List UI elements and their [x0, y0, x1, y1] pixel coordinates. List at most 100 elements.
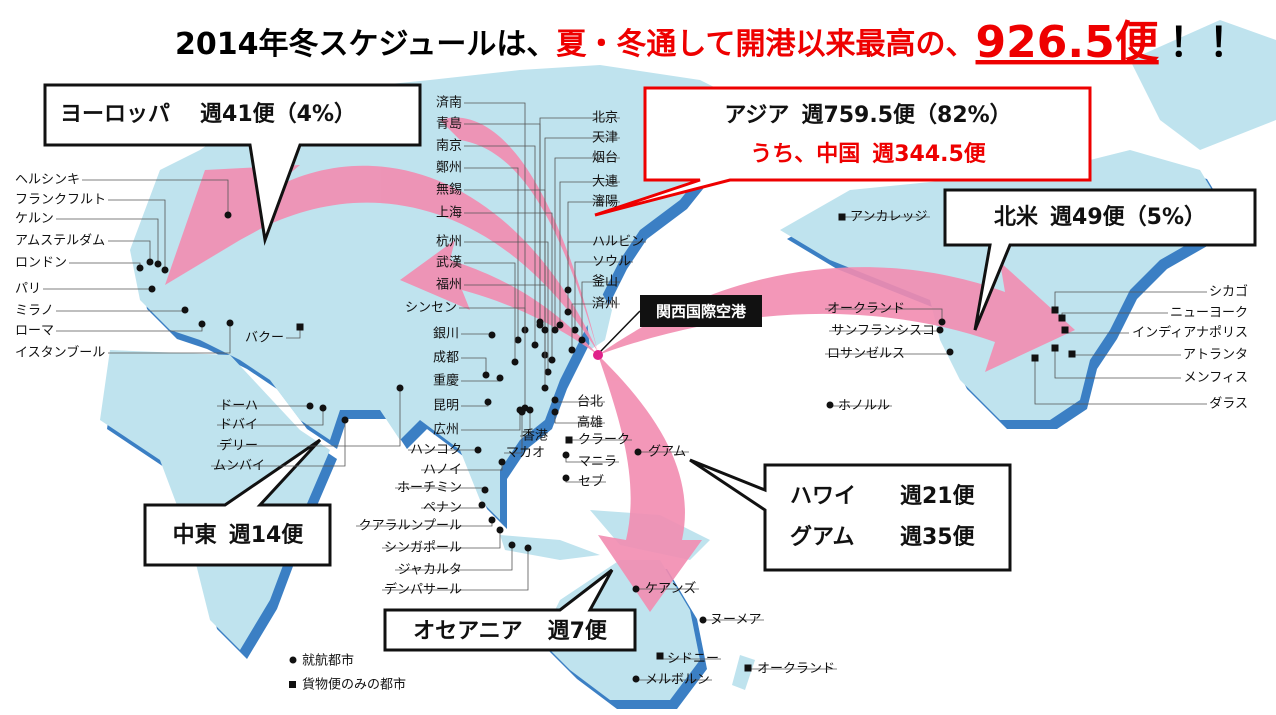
- hub-marker: [593, 350, 603, 360]
- city-marker: [198, 320, 206, 328]
- city-label: ペナン: [423, 501, 462, 516]
- hub-box: [640, 295, 762, 327]
- city-label: 北京: [592, 111, 618, 126]
- leader-line: [539, 117, 620, 322]
- legend-square: [289, 681, 296, 688]
- hub-line: [599, 310, 641, 353]
- city-label: 天津: [592, 131, 618, 146]
- callouts: [43, 83, 1257, 652]
- cargo-marker: [296, 323, 304, 331]
- city-label: 武漢: [436, 256, 462, 271]
- leader-line: [382, 530, 501, 549]
- city-marker: [496, 374, 504, 382]
- city-marker: [564, 286, 572, 294]
- city-label: ハノイ: [423, 463, 462, 478]
- city-label: ニューヨーク: [1170, 306, 1248, 321]
- leader-line: [464, 262, 516, 362]
- city-label: 大連: [592, 175, 618, 190]
- city-marker: [826, 401, 834, 409]
- city-label: 台北: [577, 395, 603, 410]
- city-marker: [524, 544, 532, 552]
- city-marker: [508, 541, 516, 549]
- leader-line: [108, 323, 231, 354]
- city-marker: [226, 319, 234, 327]
- city-label: オークランド: [757, 662, 835, 677]
- city-marker: [181, 306, 189, 314]
- city-marker: [548, 356, 556, 364]
- city-marker: [568, 346, 576, 354]
- leader-line: [464, 102, 526, 330]
- city-label: シドニー: [667, 652, 719, 667]
- cargo-marker: [1051, 306, 1059, 314]
- city-label: ドーハ: [219, 399, 258, 414]
- city-marker: [562, 474, 570, 482]
- city-marker: [632, 585, 640, 593]
- city-label: 無錫: [436, 183, 462, 198]
- leader-line: [211, 420, 346, 467]
- cargo-marker: [1031, 354, 1039, 362]
- leader-line: [461, 357, 487, 375]
- city-marker: [146, 258, 154, 266]
- leader-line: [559, 181, 620, 325]
- city-marker: [514, 336, 522, 344]
- city-label: ヘルシンキ: [15, 173, 80, 188]
- leader-line: [464, 212, 553, 360]
- city-marker: [936, 326, 944, 334]
- city-label: 青島: [436, 117, 462, 132]
- legend-dot: [289, 656, 297, 664]
- city-label: ケアンズ: [645, 581, 696, 597]
- cargo-marker: [1051, 344, 1059, 352]
- city-marker: [474, 446, 482, 454]
- city-label: 香港: [522, 429, 548, 444]
- leader-line: [567, 241, 646, 290]
- city-label: ロンドン: [15, 256, 67, 271]
- city-label: ヌーメア: [710, 613, 761, 628]
- leader-line: [108, 199, 166, 270]
- city-label: 重慶: [433, 373, 459, 389]
- leader-line: [581, 281, 620, 340]
- cargo-marker: [1058, 314, 1066, 322]
- europe-label: ヨーロッパ 週41便（4%）: [60, 102, 356, 127]
- city-marker: [496, 526, 504, 534]
- city-label: ホノルル: [838, 399, 890, 414]
- city-label: サンフランシスコ: [831, 324, 935, 339]
- city-label: 済州: [592, 296, 618, 312]
- city-marker: [161, 266, 169, 274]
- city-label: ミラノ: [15, 304, 54, 319]
- leader-line: [554, 412, 605, 424]
- cargo-marker: [1068, 350, 1076, 358]
- leader-line: [82, 179, 229, 215]
- hawaii-label: ハワイ 週21便: [790, 484, 976, 509]
- city-marker: [478, 501, 486, 509]
- leader-line: [461, 410, 521, 431]
- city-marker: [488, 516, 496, 524]
- city-label: イスタンブール: [15, 345, 105, 361]
- leader-line: [286, 327, 301, 339]
- city-label: アンカレッジ: [850, 210, 927, 225]
- asia-label: アジア 週759.5便（82%）: [724, 103, 1011, 128]
- city-label: バクー: [245, 331, 284, 346]
- city-label: グアム: [648, 445, 686, 460]
- city-label: シカゴ: [1209, 284, 1248, 300]
- leader-line: [574, 261, 633, 330]
- city-label: オークランド: [827, 302, 905, 317]
- cargo-marker: [744, 664, 752, 672]
- legend-cargo: 貨物便のみの都市: [302, 677, 406, 693]
- city-label: 上海: [436, 206, 462, 221]
- city-label: 成都: [433, 351, 459, 366]
- cargo-marker: [1061, 326, 1069, 334]
- city-label: 杭州: [436, 235, 462, 250]
- city-label: ローマ: [15, 324, 54, 339]
- city-label: 高雄: [577, 415, 603, 431]
- city-label: ハルビン: [592, 235, 644, 250]
- city-marker: [136, 264, 144, 272]
- china-label: うち、中国 週344.5便: [750, 142, 987, 167]
- leader-line: [217, 408, 324, 426]
- me-label: 中東 週14便: [173, 523, 305, 548]
- leader-line: [56, 218, 159, 264]
- cargo-marker: [656, 652, 664, 660]
- city-label: 鄭州: [436, 161, 462, 176]
- leader-line: [1054, 348, 1181, 379]
- city-marker: [306, 402, 314, 410]
